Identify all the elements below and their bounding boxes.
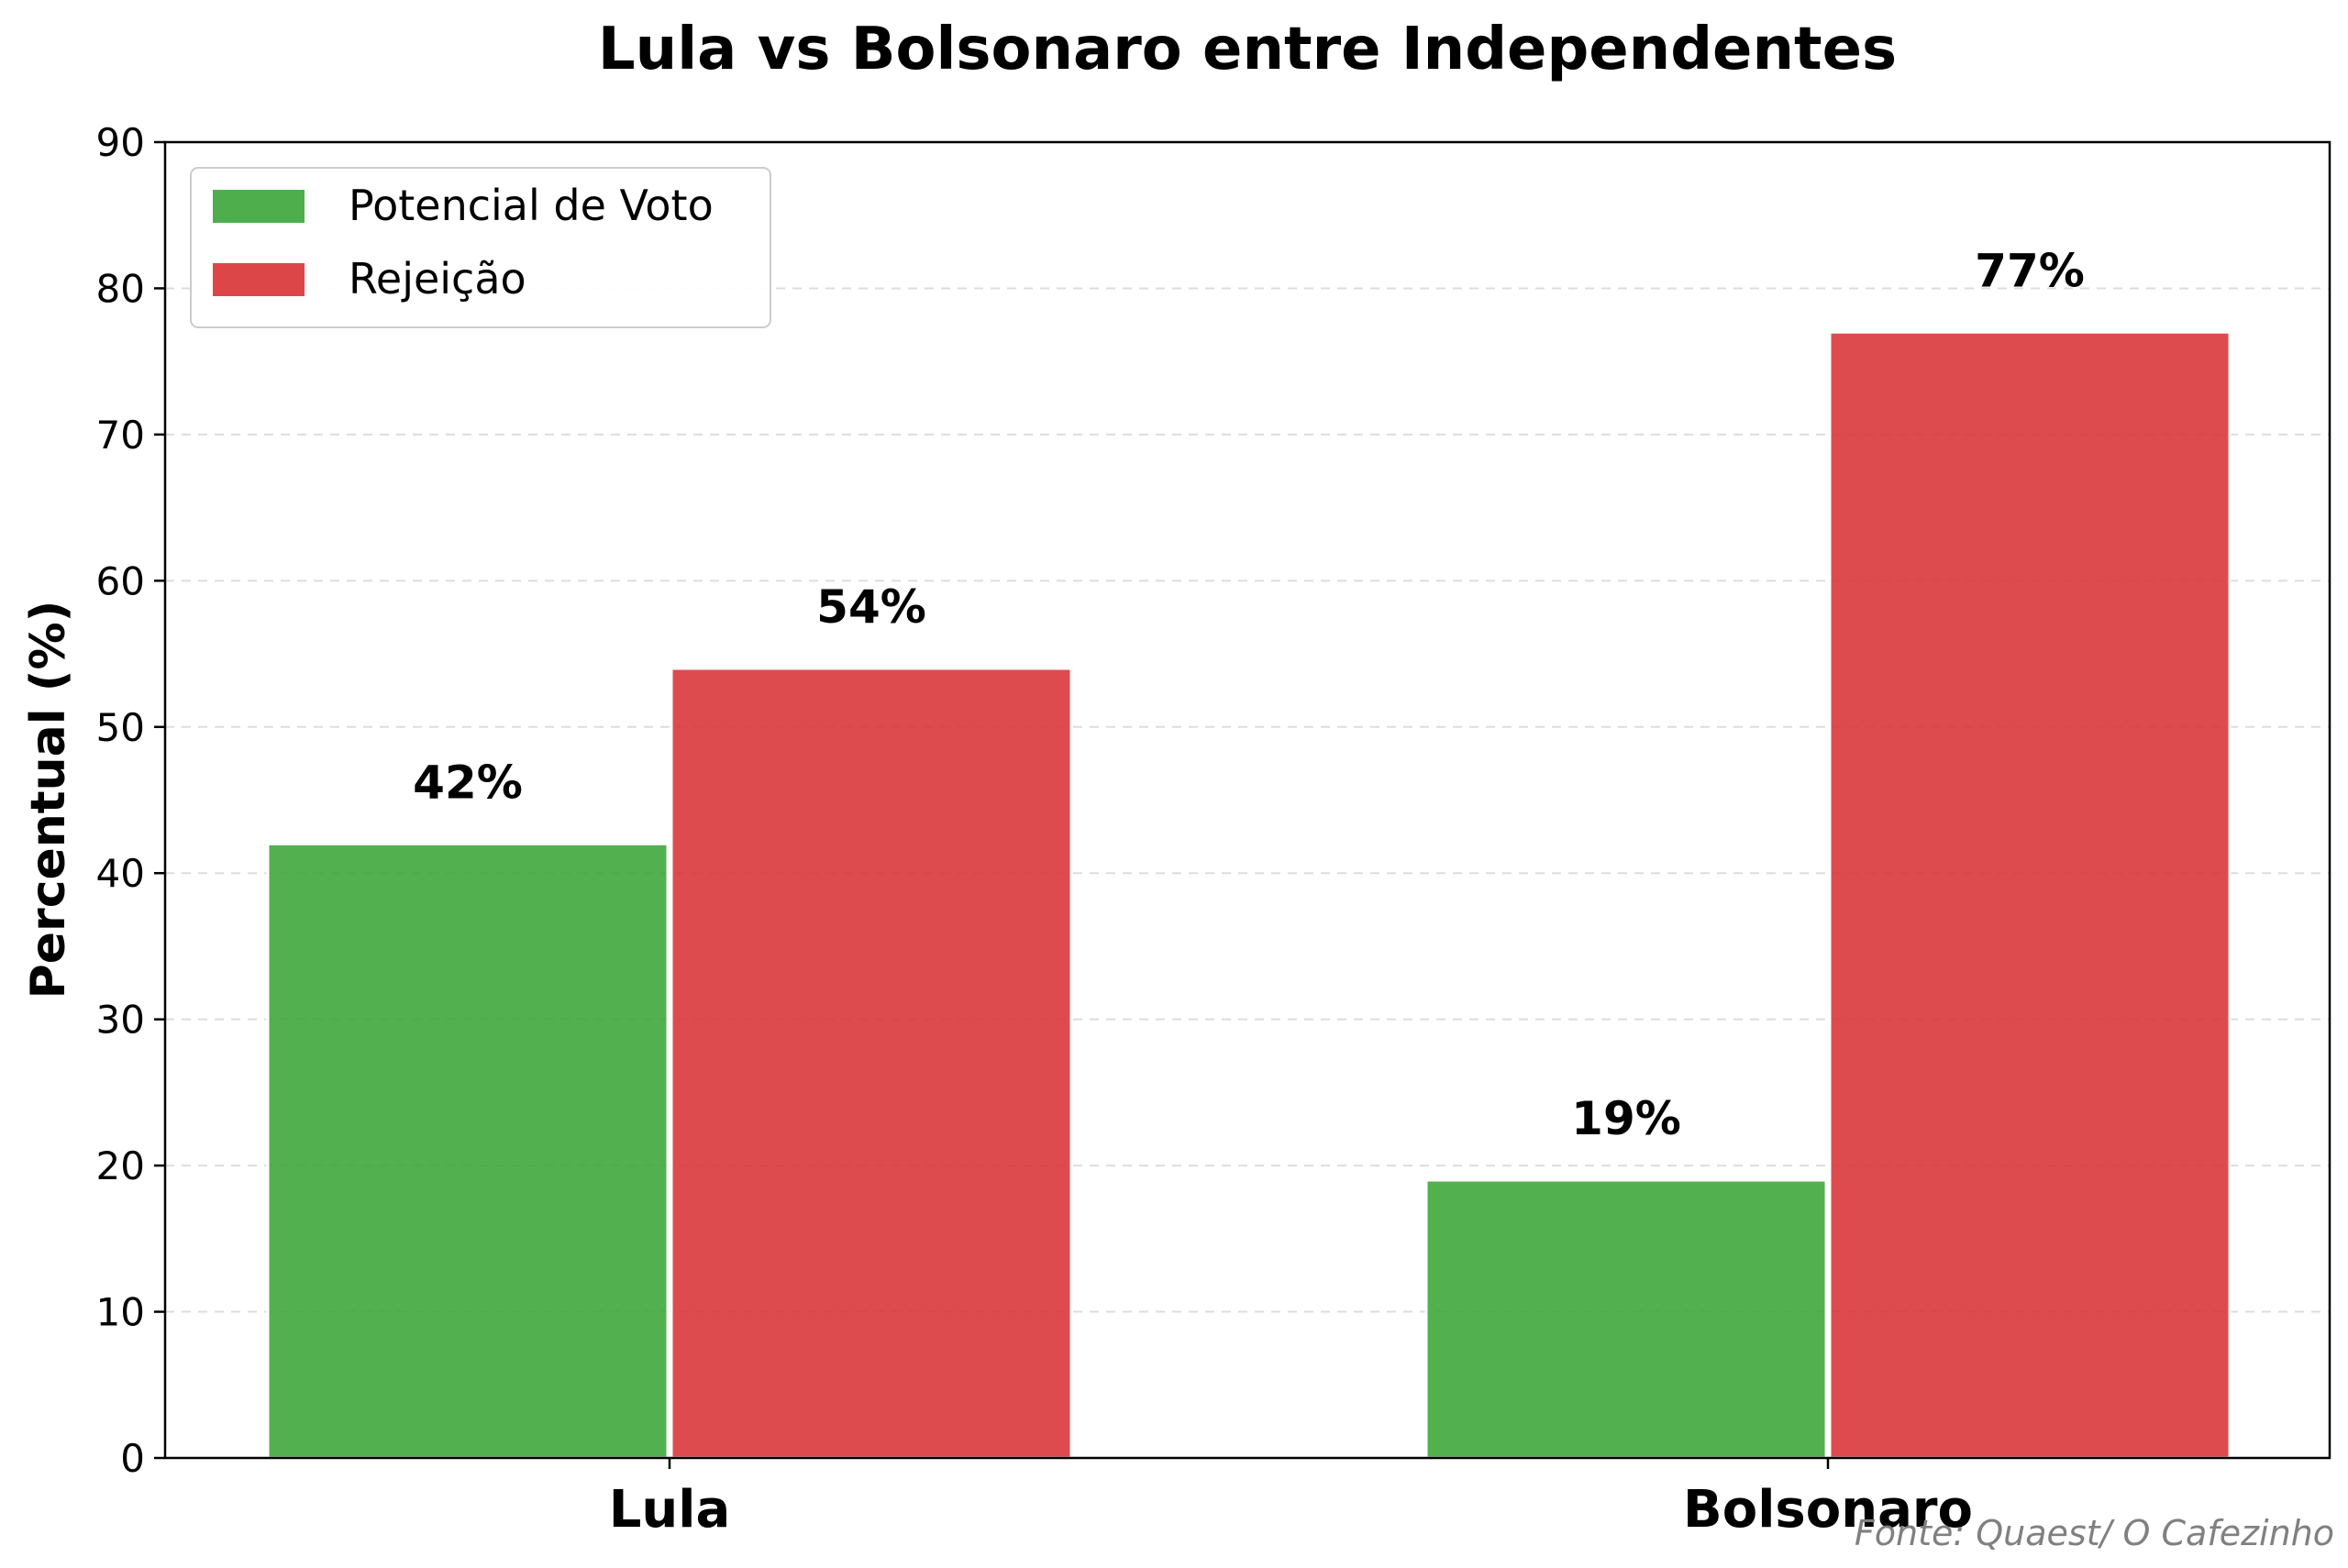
data-label: 77% xyxy=(1975,244,2085,297)
x-tick-label-lula: Lula xyxy=(609,1480,731,1540)
y-tick-label: 60 xyxy=(96,558,145,603)
y-axis-label: Percentual (%) xyxy=(21,601,76,999)
x-tick-label-bolsonaro: Bolsonaro xyxy=(1683,1480,1973,1540)
x-axis-ticks: Lula Bolsonaro xyxy=(609,1458,1973,1540)
bar-potencial-lula xyxy=(266,842,670,1460)
y-tick-label: 90 xyxy=(96,120,145,165)
data-labels: 42% 54% 19% 77% xyxy=(413,244,2085,1145)
plot-frame xyxy=(163,140,2331,1460)
legend-swatch-rejeicao xyxy=(213,263,305,296)
legend-label-rejeicao: Rejeição xyxy=(349,254,526,304)
bars xyxy=(266,330,2232,1460)
y-tick-label: 50 xyxy=(96,705,145,750)
y-axis-ticks: 0 10 20 30 40 50 60 70 80 90 xyxy=(96,120,165,1481)
bar-rejeicao-lula xyxy=(670,667,1073,1460)
bar-potencial-bolsonaro xyxy=(1424,1178,1828,1460)
legend-swatch-potencial xyxy=(213,190,305,223)
y-tick-label: 40 xyxy=(96,851,145,896)
y-tick-label: 0 xyxy=(120,1436,145,1481)
y-tick-label: 20 xyxy=(96,1143,145,1188)
legend-box xyxy=(190,167,771,328)
source-note: Fonte: Quaest/ O Cafezinho xyxy=(1855,1513,2334,1553)
legend-label-potencial: Potencial de Voto xyxy=(349,181,714,230)
legend: Potencial de Voto Rejeição xyxy=(190,167,771,328)
y-tick-label: 80 xyxy=(96,266,145,311)
data-label: 54% xyxy=(816,580,926,634)
y-tick-label: 30 xyxy=(96,998,145,1043)
data-label: 19% xyxy=(1571,1092,1681,1145)
y-tick-label: 70 xyxy=(96,413,145,458)
bar-rejeicao-bolsonaro xyxy=(1828,330,2232,1460)
data-label: 42% xyxy=(413,756,523,809)
chart-title: Lula vs Bolsonaro entre Independentes xyxy=(598,16,1897,83)
y-tick-label: 10 xyxy=(96,1290,145,1335)
